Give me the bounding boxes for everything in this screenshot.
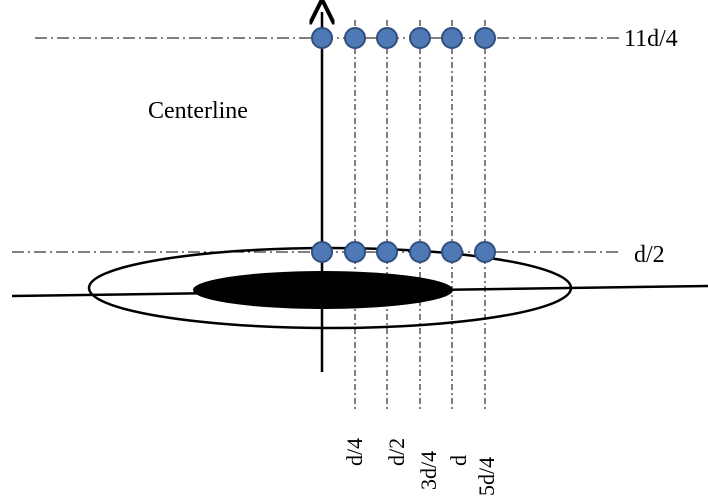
- row-label-upper: 11d/4: [624, 26, 678, 52]
- column-label-2: d/2: [384, 438, 409, 466]
- point-upper-2: [344, 27, 366, 49]
- point-lower-3: [376, 241, 398, 263]
- point-upper-6: [474, 27, 496, 49]
- point-lower-2: [344, 241, 366, 263]
- point-upper-1: [311, 27, 333, 49]
- column-label-3: 3d/4: [416, 451, 441, 490]
- points-lower-row: [311, 241, 496, 263]
- row-label-lower: d/2: [634, 242, 665, 268]
- horizontal-axis: [11, 284, 708, 298]
- point-lower-5: [441, 241, 463, 263]
- column-lines: [354, 20, 486, 410]
- point-lower-6: [474, 241, 496, 263]
- points-upper-row: [311, 27, 496, 49]
- point-upper-4: [409, 27, 431, 49]
- centerline-label: Centerline: [148, 98, 248, 124]
- column-label-4: d: [446, 455, 471, 466]
- point-lower-4: [409, 241, 431, 263]
- point-upper-5: [441, 27, 463, 49]
- column-label-1: d/4: [342, 438, 367, 466]
- column-label-5: 5d/4: [474, 457, 499, 496]
- point-lower-1: [311, 241, 333, 263]
- point-upper-3: [376, 27, 398, 49]
